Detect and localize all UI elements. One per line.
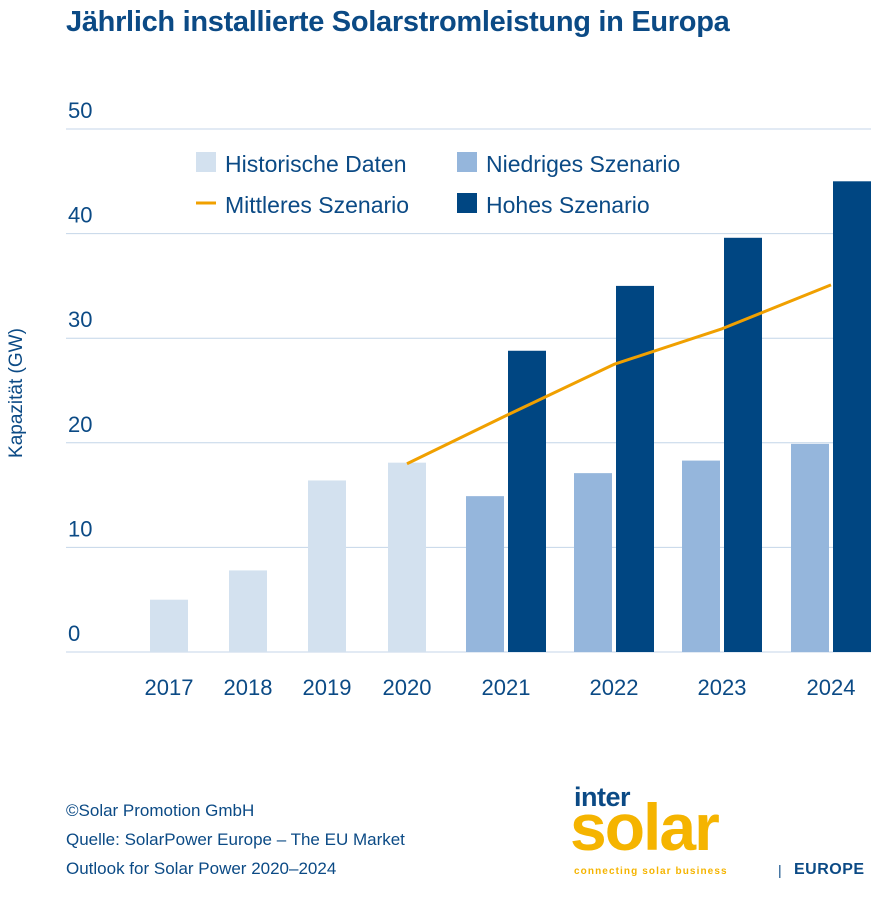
legend-swatch xyxy=(457,152,477,172)
bar-niedrig-2021 xyxy=(466,496,504,652)
y-tick-label: 0 xyxy=(68,621,80,646)
bar-hoch-2022 xyxy=(616,285,654,652)
intersolar-logo: inter solar connecting solar business | … xyxy=(570,780,875,880)
x-tick-label: 2021 xyxy=(482,675,531,700)
x-tick-label: 2017 xyxy=(145,675,194,700)
y-axis-label: Kapazität (GW) xyxy=(6,328,27,458)
bar-hoch-2023 xyxy=(724,237,762,652)
legend-label: Hohes Szenario xyxy=(486,192,650,218)
x-tick-label: 2018 xyxy=(224,675,273,700)
bar-historisch-2017 xyxy=(150,599,188,652)
y-tick-label: 20 xyxy=(68,412,92,437)
logo-inter-text: inter xyxy=(574,782,631,812)
legend-label: Mittleres Szenario xyxy=(225,192,409,218)
chart-title: Jährlich installierte Solarstromleistung… xyxy=(66,6,730,38)
x-tick-label: 2023 xyxy=(698,675,747,700)
legend-swatch xyxy=(196,152,216,172)
bar-niedrig-2022 xyxy=(574,473,612,652)
logo-tagline: connecting solar business xyxy=(574,866,728,877)
bar-historisch-2018 xyxy=(229,570,267,652)
x-tick-label: 2020 xyxy=(383,675,432,700)
credits: ©Solar Promotion GmbH Quelle: SolarPower… xyxy=(66,796,405,883)
y-tick-label: 30 xyxy=(68,307,92,332)
bar-historisch-2019 xyxy=(308,480,346,652)
logo-region: EUROPE xyxy=(794,861,865,878)
bar-hoch-2021 xyxy=(508,350,546,652)
x-tick-label: 2022 xyxy=(590,675,639,700)
credit-source: Quelle: SolarPower Europe – The EU Marke… xyxy=(66,830,405,849)
bar-hoch-2024 xyxy=(833,181,871,653)
x-tick-label: 2024 xyxy=(807,675,856,700)
legend-label: Historische Daten xyxy=(225,151,407,177)
logo-separator: | xyxy=(778,862,782,878)
x-tick-label: 2019 xyxy=(303,675,352,700)
y-tick-label: 10 xyxy=(68,516,92,541)
y-tick-label: 50 xyxy=(68,98,92,123)
chart: 0 10 20 30 40 50 Kapazität (GW) 2017 2018 2019 202… xyxy=(6,98,871,700)
bar-historisch-2020 xyxy=(388,462,426,652)
bar-niedrig-2024 xyxy=(791,443,829,652)
y-tick-label: 40 xyxy=(68,203,92,228)
logo-solar-text: solar xyxy=(570,790,720,864)
credit-copyright: ©Solar Promotion GmbH xyxy=(66,801,255,820)
credit-source-cont: Outlook for Solar Power 2020–2024 xyxy=(66,859,337,878)
bar-niedrig-2023 xyxy=(682,460,720,652)
legend-swatch xyxy=(457,193,477,213)
legend-label: Niedriges Szenario xyxy=(486,151,680,177)
